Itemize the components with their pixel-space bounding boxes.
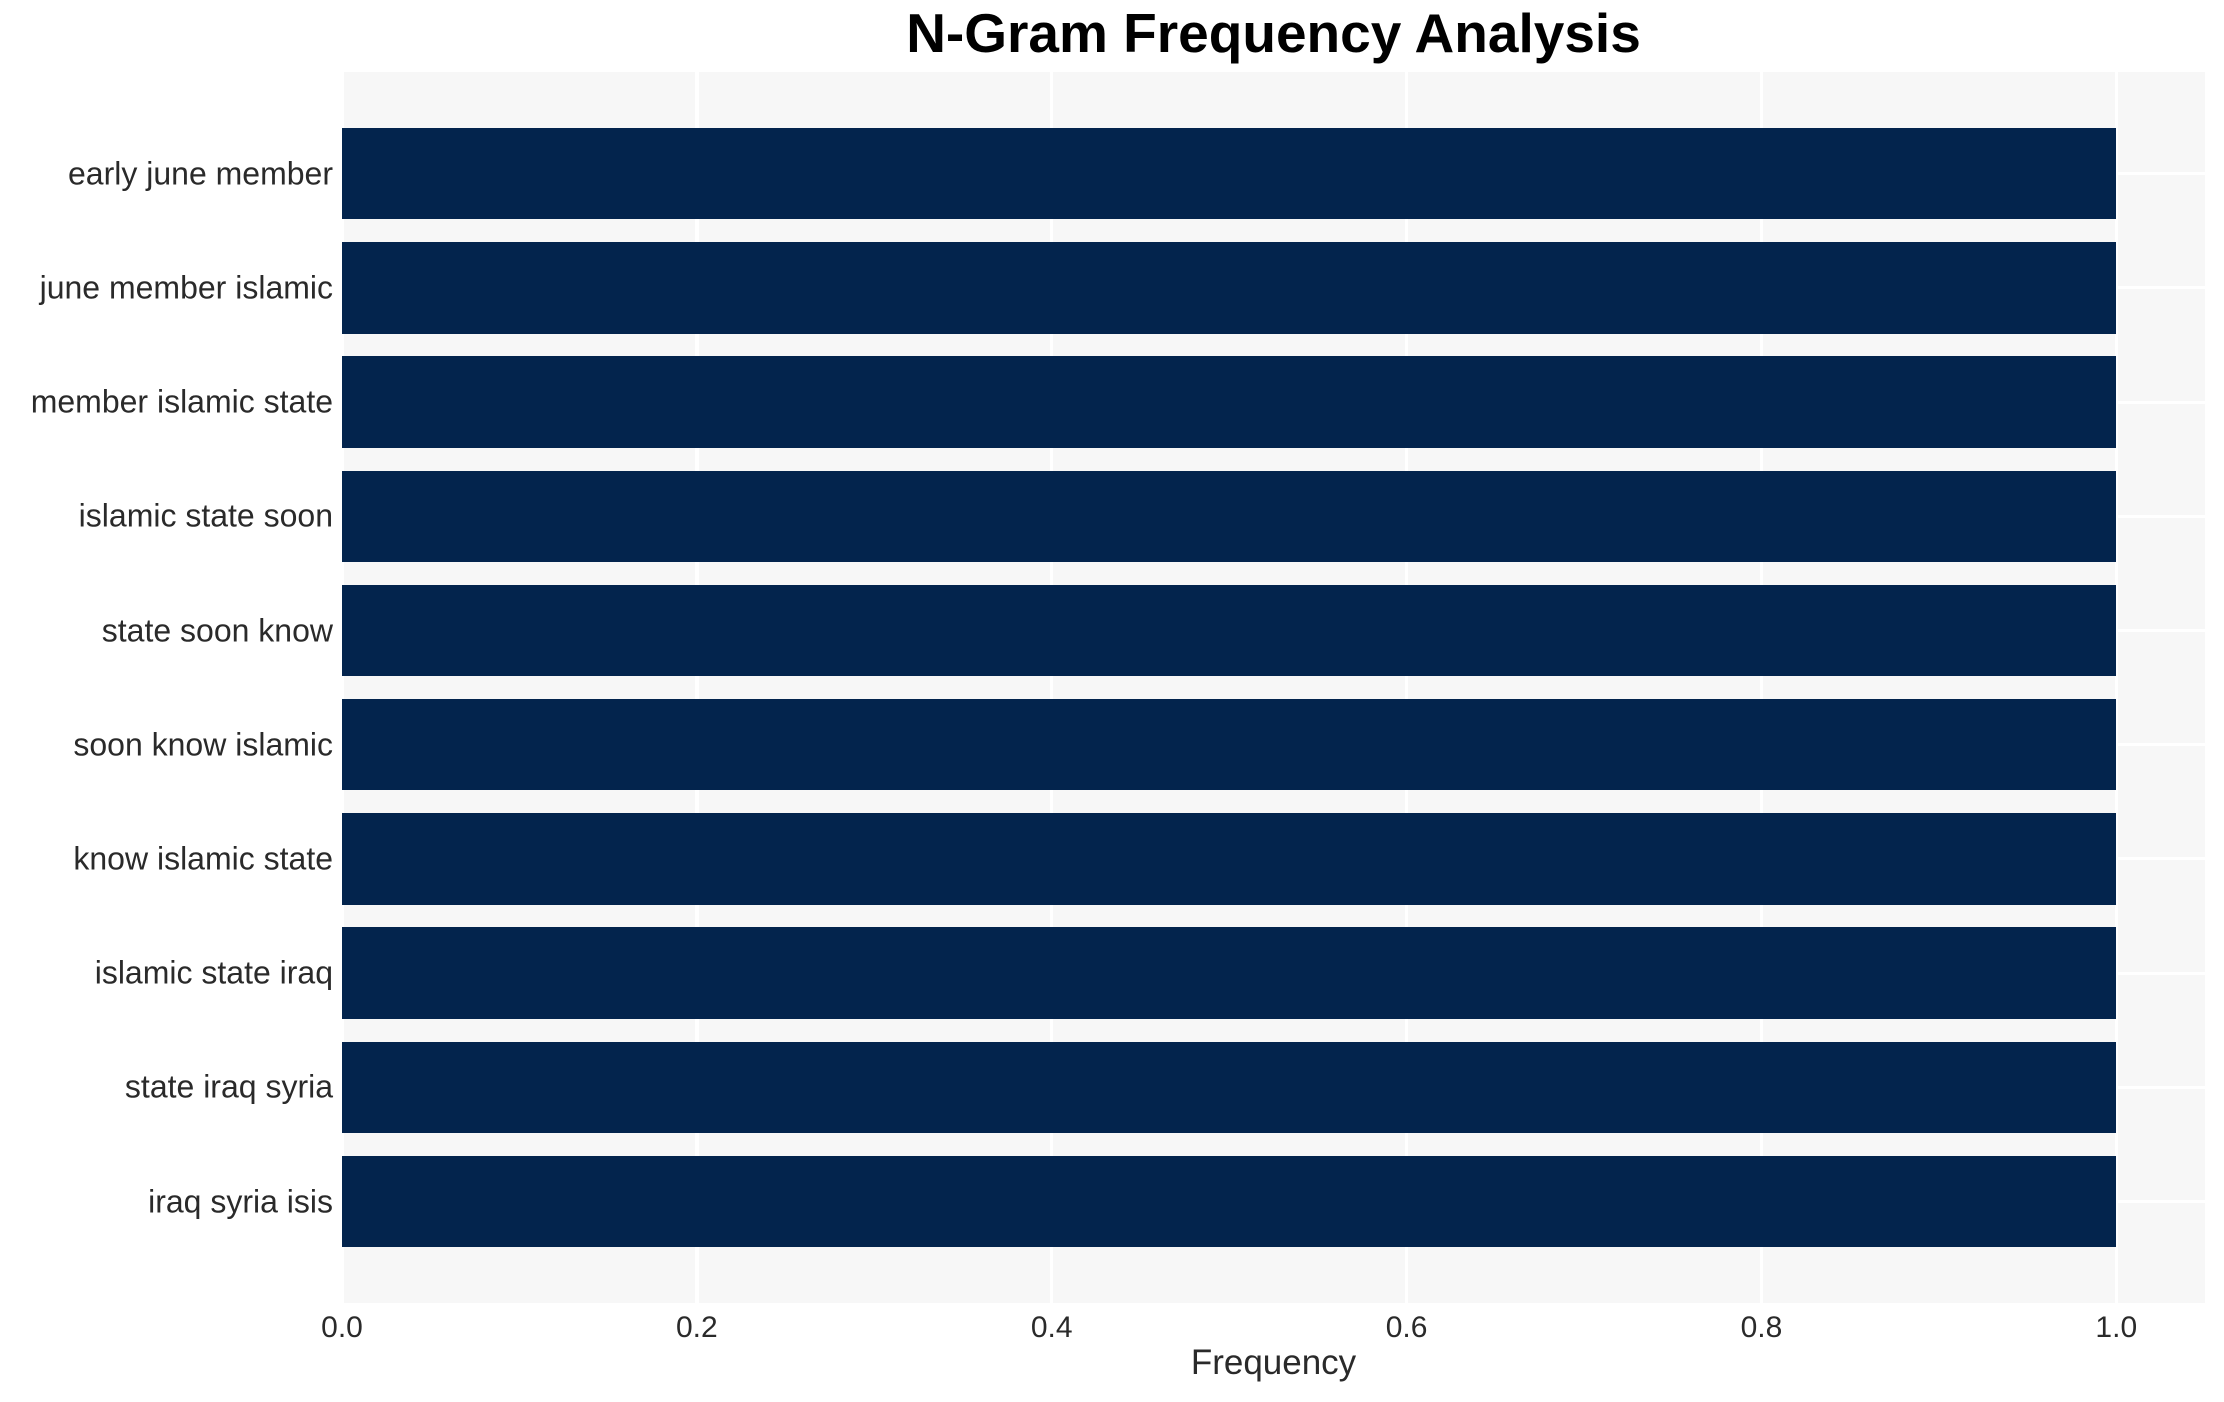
y-tick-label: islamic state iraq [94, 954, 333, 991]
y-tick-label: june member islamic [39, 269, 333, 306]
y-tick-label: know islamic state [73, 840, 333, 877]
bar-member-islamic-state [342, 356, 2117, 448]
x-axis-title: Frequency [1190, 1343, 1357, 1382]
x-tick-label: 1.0 [2095, 1311, 2138, 1344]
x-tick-label: 0.6 [1385, 1311, 1428, 1344]
gridline [695, 72, 699, 1303]
bar-june-member-islamic [342, 242, 2117, 334]
bar-state-iraq-syria [342, 1041, 2117, 1133]
y-axis-tick-labels: early june member june member islamic memb… [0, 0, 333, 1402]
gridline [2114, 72, 2119, 1303]
y-tick-label: member islamic state [30, 383, 333, 420]
bar-state-soon-know [342, 584, 2117, 677]
vertical-gridlines [340, 72, 2205, 1303]
gridline [1759, 72, 1764, 1303]
plot-area [340, 72, 2205, 1303]
x-tick-label: 0.0 [321, 1311, 363, 1344]
y-tick-label: early june member [68, 155, 333, 192]
y-tick-label: state soon know [101, 612, 333, 648]
x-tick-label: 0.4 [1030, 1311, 1073, 1344]
y-tick-label: islamic state soon [78, 497, 333, 534]
gridline [1049, 72, 1054, 1303]
chart-title: N-Gram Frequency Analysis [906, 2, 1641, 64]
x-tick-label: 0.2 [675, 1311, 718, 1344]
bar-islamic-state-soon [342, 470, 2117, 562]
gridline [340, 72, 344, 1303]
x-tick-label: 0.8 [1740, 1311, 1783, 1344]
bar-series [342, 72, 2205, 1303]
y-tick-label: iraq syria isis [148, 1183, 333, 1219]
bar-iraq-syria-isis [342, 1155, 2117, 1248]
y-tick-label: state iraq syria [124, 1068, 333, 1105]
bar-islamic-state-iraq [342, 927, 2117, 1019]
bar-early-june-member [342, 128, 2117, 220]
gridline [1404, 72, 1409, 1303]
bar-soon-know-islamic [342, 699, 2117, 791]
bar-know-islamic-state [342, 813, 2117, 905]
y-tick-label: soon know islamic [73, 726, 333, 763]
